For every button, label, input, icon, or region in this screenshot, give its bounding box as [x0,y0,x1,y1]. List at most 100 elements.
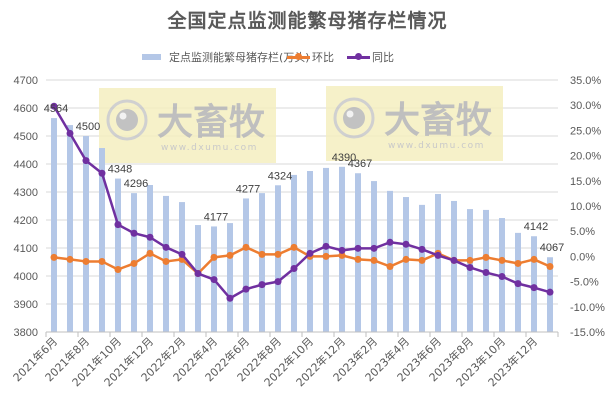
data-point-marker[interactable] [66,129,74,137]
data-point-marker[interactable] [530,255,538,263]
data-point-marker[interactable] [114,221,122,229]
data-point-marker[interactable] [290,264,298,272]
data-point-marker[interactable] [450,256,458,264]
left-axis-label: 3800 [14,327,38,339]
data-point-marker[interactable] [306,249,314,257]
bar[interactable] [323,167,329,332]
data-point-marker[interactable] [466,263,474,271]
data-point-marker[interactable] [226,294,234,302]
data-point-marker[interactable] [178,250,186,258]
bar[interactable] [179,202,185,332]
data-point-marker[interactable] [290,243,298,251]
data-point-marker[interactable] [146,249,154,257]
data-point-marker[interactable] [322,242,330,250]
bar[interactable] [67,125,73,332]
bar[interactable] [243,198,249,332]
bar[interactable] [99,148,105,332]
bar[interactable] [371,181,377,332]
data-point-marker[interactable] [66,255,74,263]
legend-item-yoy[interactable]: 同比 [347,48,394,66]
data-point-marker[interactable] [82,157,90,165]
data-point-marker[interactable] [354,255,362,263]
data-point-marker[interactable] [514,280,522,288]
legend: 定点监测能繁母猪存栏(万头) 环比 同比 [0,48,615,66]
bar[interactable] [451,200,457,332]
data-point-marker[interactable] [370,256,378,264]
data-point-marker[interactable] [402,255,410,263]
data-point-marker[interactable] [434,251,442,259]
data-point-marker[interactable] [498,273,506,281]
data-point-marker[interactable] [162,257,170,265]
right-axis-label: 10.0% [570,201,601,213]
data-point-marker[interactable] [210,253,218,261]
data-label: 4067 [540,242,564,254]
data-point-marker[interactable] [482,253,490,261]
bar[interactable] [355,173,361,332]
data-point-marker[interactable] [114,266,122,274]
data-point-marker[interactable] [386,262,394,270]
data-point-marker[interactable] [546,288,554,296]
bar[interactable] [531,236,537,332]
data-point-marker[interactable] [418,245,426,253]
legend-item-inventory[interactable]: 定点监测能繁母猪存栏(万头) [142,48,310,66]
data-point-marker[interactable] [242,285,250,293]
left-axis-label: 4500 [14,131,38,143]
data-point-marker[interactable] [226,251,234,259]
bar[interactable] [147,185,153,332]
data-point-marker[interactable] [498,256,506,264]
data-point-marker[interactable] [50,102,58,110]
left-axis-label: 4300 [14,187,38,199]
data-point-marker[interactable] [98,169,106,177]
data-point-marker[interactable] [546,262,554,270]
bar[interactable] [435,193,441,332]
data-point-marker[interactable] [98,257,106,265]
legend-item-mom[interactable]: 环比 [287,48,334,66]
data-point-marker[interactable] [354,244,362,252]
data-point-marker[interactable] [258,250,266,258]
data-point-marker[interactable] [50,253,58,261]
bar[interactable] [83,136,89,332]
bar[interactable] [387,190,393,332]
data-point-marker[interactable] [162,243,170,251]
bar[interactable] [291,174,297,332]
data-point-marker[interactable] [258,281,266,289]
bar[interactable] [195,225,201,332]
data-point-marker[interactable] [402,240,410,248]
mom-line-series [50,243,554,278]
data-label: 4348 [108,164,132,176]
data-point-marker[interactable] [274,250,282,258]
data-point-marker[interactable] [274,278,282,286]
bar[interactable] [51,118,57,332]
data-point-marker[interactable] [242,243,250,251]
data-point-marker[interactable] [482,269,490,277]
data-point-marker[interactable] [82,257,90,265]
data-point-marker[interactable] [418,256,426,264]
right-axis-label: 25.0% [570,125,601,137]
data-point-marker[interactable] [130,229,138,237]
eye-logo-icon [343,107,365,129]
yoy-line-series [50,102,554,302]
bar[interactable] [259,193,265,332]
data-point-marker[interactable] [466,256,474,264]
data-point-marker[interactable] [370,244,378,252]
bar[interactable] [419,204,425,332]
line-marker-swatch-icon [347,53,370,60]
data-point-marker[interactable] [514,259,522,267]
right-axis-label: 30.0% [570,100,601,112]
bar[interactable] [403,197,409,332]
watermark-brand: 大畜牧 [157,102,266,143]
bar[interactable] [275,185,281,332]
data-point-marker[interactable] [146,233,154,241]
bar[interactable] [115,178,121,332]
data-point-marker[interactable] [194,270,202,278]
data-point-marker[interactable] [386,238,394,246]
bar[interactable] [227,223,233,332]
data-point-marker[interactable] [210,276,218,284]
data-point-marker[interactable] [530,284,538,292]
data-point-marker[interactable] [130,259,138,267]
right-axis-label: 35.0% [570,75,601,87]
data-point-marker[interactable] [322,252,330,260]
data-point-marker[interactable] [338,246,346,254]
data-point-marker[interactable] [338,251,346,259]
